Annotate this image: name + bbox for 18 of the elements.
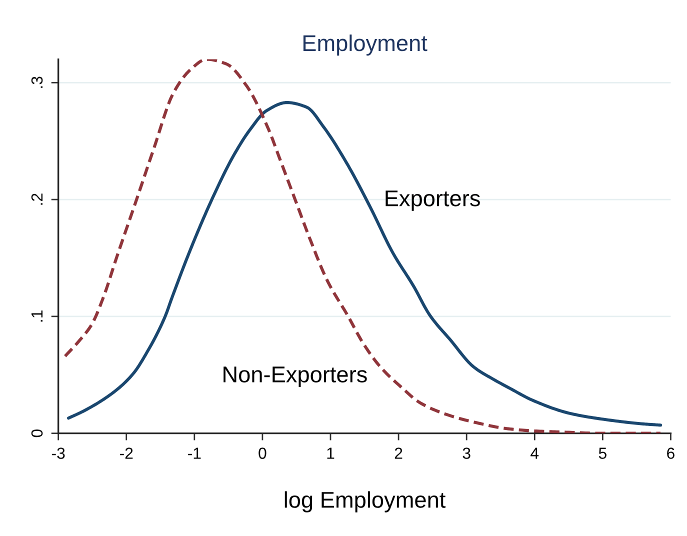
x-tick-label: -2	[120, 448, 133, 459]
x-tick-label: 6	[667, 448, 674, 459]
chart-title: Employment	[303, 34, 428, 56]
x-tick-label: 0	[258, 448, 266, 459]
y-tick-label: .2	[31, 194, 43, 205]
x-tick-label: 5	[598, 448, 606, 459]
x-tick-label: 2	[394, 448, 402, 459]
y-tick-label: .3	[31, 76, 43, 88]
y-tick-label: 0	[31, 429, 43, 438]
x-tick-label: -1	[188, 448, 201, 459]
series-label: Exporters	[386, 190, 480, 211]
x-tick-label: 3	[462, 448, 470, 459]
y-tick-label: .1	[32, 310, 43, 322]
x-tick-label: 1	[327, 448, 334, 459]
x-tick-label: 4	[530, 448, 539, 459]
series-label: Non-Exporters	[224, 366, 367, 387]
x-tick-label: -3	[52, 448, 65, 459]
x-axis-title: log Employment	[284, 491, 446, 512]
